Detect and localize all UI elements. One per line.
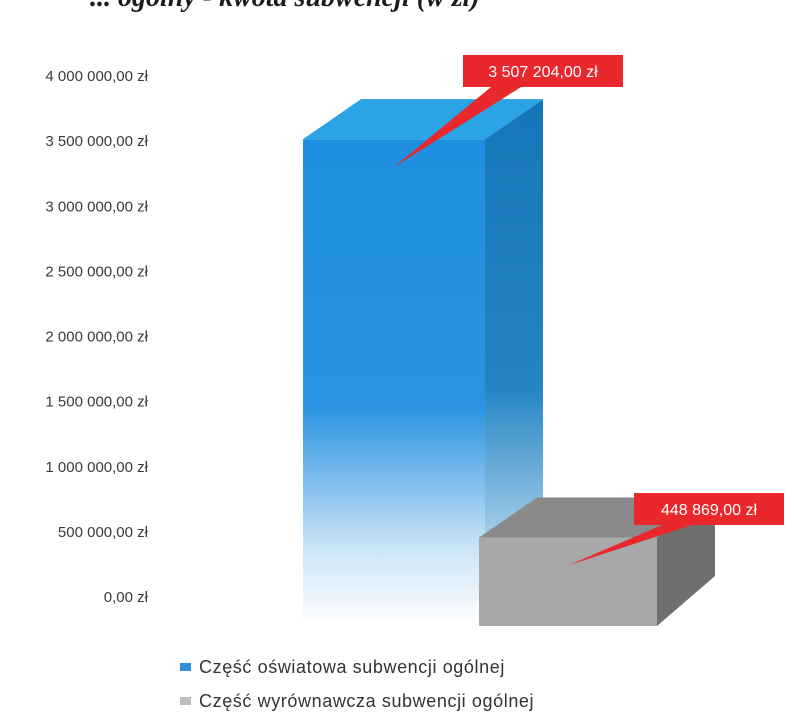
data-label-2-pointer xyxy=(568,525,692,566)
y-tick-label-7: 3 500 000,00 zł xyxy=(45,133,148,150)
legend-swatch-2 xyxy=(180,697,191,705)
y-tick-label-4: 2 000 000,00 zł xyxy=(45,329,148,346)
y-tick-label-3: 1 500 000,00 zł xyxy=(45,394,148,411)
data-label-2: 448 869,00 zł xyxy=(568,493,784,566)
chart-legend: Część oświatowa subwencji ogólnej Część … xyxy=(180,654,534,722)
data-label-1-pointer xyxy=(394,87,521,168)
legend-label-2: Część wyrównawcza subwencji ogólnej xyxy=(199,690,535,711)
y-tick-label-5: 2 500 000,00 zł xyxy=(45,263,148,280)
legend-item-1: Część oświatowa subwencji ogólnej xyxy=(180,654,534,680)
legend-item-2: Część wyrównawcza subwencji ogólnej xyxy=(180,688,534,714)
legend-swatch-1 xyxy=(180,663,191,671)
legend-label-1: Część oświatowa subwencji ogólnej xyxy=(199,656,505,677)
chart-title-text: ... ogólny - kwota subwencji (w zł) xyxy=(90,0,480,14)
data-label-1-box xyxy=(463,55,623,87)
y-tick-label-1: 500 000,00 zł xyxy=(58,524,149,541)
bar-1-side xyxy=(485,99,543,627)
chart-title: ... ogólny - kwota subwencji (w zł) xyxy=(0,0,794,26)
y-tick-label-6: 3 000 000,00 zł xyxy=(45,198,148,215)
data-label-1-text: 3 507 204,00 zł xyxy=(488,64,598,81)
y-tick-label-8: 4 000 000,00 zł xyxy=(45,68,148,85)
bar-2-front xyxy=(479,537,657,626)
bar-1-front xyxy=(303,139,485,626)
data-label-2-box xyxy=(634,493,784,525)
data-label-1: 3 507 204,00 zł xyxy=(394,55,623,168)
bar-1 xyxy=(303,99,543,627)
y-tick-label-0: 0,00 zł xyxy=(104,589,149,606)
data-label-2-text: 448 869,00 zł xyxy=(661,502,758,519)
y-tick-label-2: 1 000 000,00 zł xyxy=(45,459,148,476)
